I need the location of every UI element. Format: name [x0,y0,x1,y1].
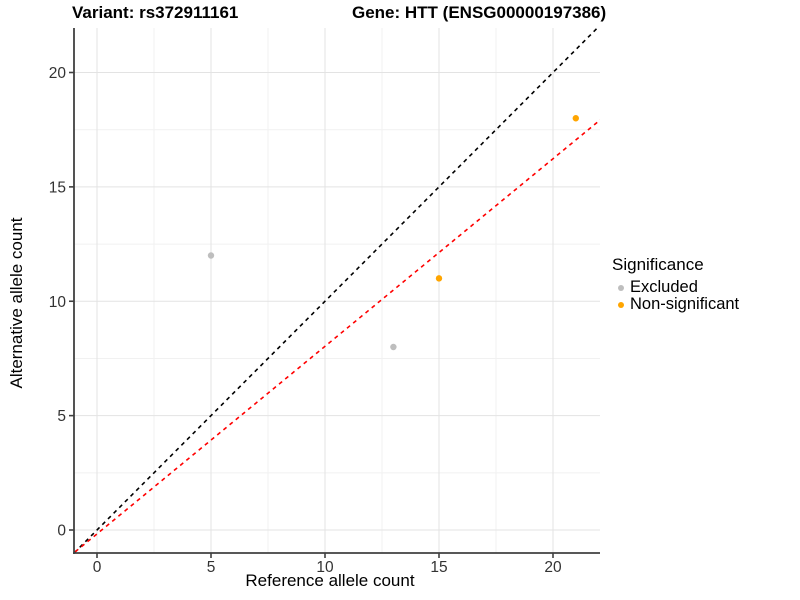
non-significant-dot-icon [618,301,624,308]
legend: Significance Excluded Non-significant [612,254,739,313]
x-tick-label: 15 [430,559,447,576]
data-point-excluded [207,252,215,259]
y-axis-label: Alternative allele count [7,217,26,389]
data-point-excluded [390,343,397,351]
legend-item-non-significant: Non-significant [612,296,739,313]
y-tick-label: 15 [49,179,66,196]
legend-item-label: Non-significant [630,295,740,313]
x-tick-label: 0 [93,559,102,576]
major-gridlines [74,28,600,553]
x-axis-label: Reference allele count [245,571,415,590]
data-points [207,115,579,351]
y-tick-label: 20 [49,65,67,82]
plot-title-variant: Variant: rs372911161 [72,3,239,22]
data-point-non-significant [435,275,443,282]
x-tick-label: 5 [207,559,216,576]
axis-lines [73,28,600,554]
plot-title-gene: Gene: HTT (ENSG00000197386) [352,3,607,22]
legend-item-excluded: Excluded [612,279,739,296]
fit-line [74,119,600,553]
y-tick-label: 5 [57,408,66,425]
data-point-non-significant [572,115,579,122]
excluded-dot-icon [618,284,624,291]
axis-ticks: 0 5 10 15 20 0 5 10 15 20 [49,65,562,576]
x-tick-label: 20 [544,559,562,576]
legend-item-label: Excluded [630,278,698,296]
y-tick-label: 0 [57,523,66,540]
identity-line [74,28,599,553]
reference-lines [74,28,600,553]
x-tick-label: 10 [316,559,334,576]
y-tick-label: 10 [49,294,67,311]
minor-gridlines [74,28,600,553]
legend-title: Significance [612,255,704,274]
